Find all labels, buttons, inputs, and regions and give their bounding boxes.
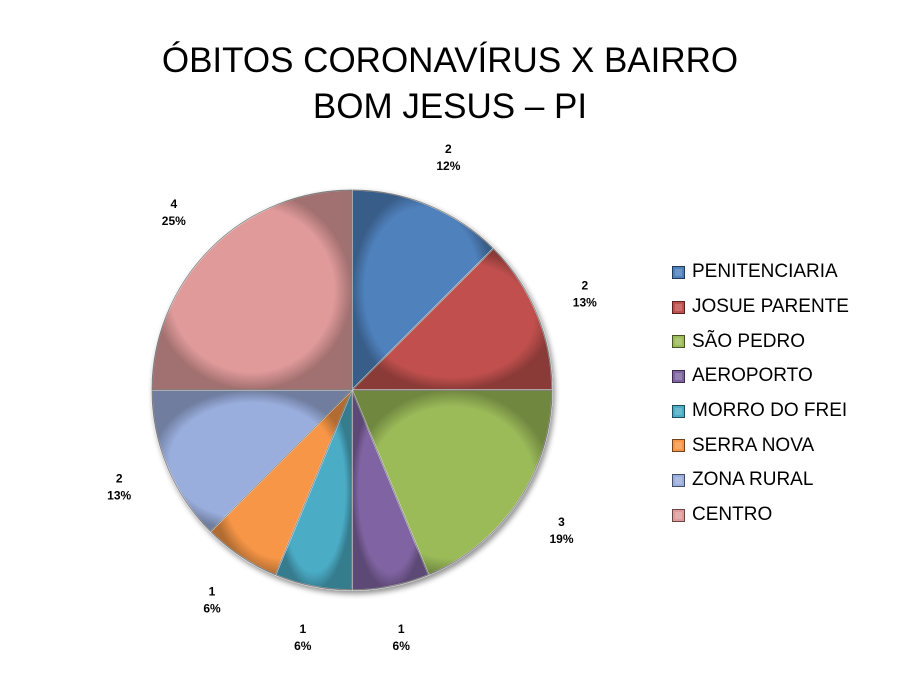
data-label-percent: 25% xyxy=(162,214,186,228)
data-label-value: 4 xyxy=(170,197,177,211)
legend-label: CENTRO xyxy=(692,504,773,526)
data-label-percent: 13% xyxy=(107,488,131,502)
data-label-josue-parente: 2 13% xyxy=(573,279,597,310)
legend-swatch xyxy=(672,404,685,418)
legend-swatch xyxy=(672,265,685,279)
legend-swatch xyxy=(672,369,685,383)
data-label-value: 1 xyxy=(209,585,216,599)
chart-title-line-2: BOM JESUS – PI xyxy=(312,87,588,126)
legend-item-penitenciaria: PENITENCIARIA xyxy=(672,255,849,290)
data-label-value: 2 xyxy=(116,471,123,485)
data-label-value: 2 xyxy=(445,142,452,156)
data-label-serra-nova: 1 6% xyxy=(203,585,221,616)
chart-title: ÓBITOS CORONAVÍRUS X BAIRRO BOM JESUS – … xyxy=(0,38,900,130)
data-label-value: 1 xyxy=(299,622,306,636)
legend-swatch xyxy=(672,508,685,522)
legend-swatch xyxy=(672,335,685,349)
legend-label: JOSUE PARENTE xyxy=(692,296,849,318)
legend-item-centro: CENTRO xyxy=(672,498,849,533)
data-label-aeroporto: 1 6% xyxy=(393,622,411,653)
legend-swatch xyxy=(672,439,685,453)
legend-label: MORRO DO FREI xyxy=(692,400,848,422)
pie-slice-bevel-zona-rural xyxy=(151,389,354,533)
legend-item-morro-do-frei: MORRO DO FREI xyxy=(672,394,849,429)
legend-item-josue-parente: JOSUE PARENTE xyxy=(672,290,849,325)
legend-label: SÃO PEDRO xyxy=(692,330,805,352)
data-label-percent: 6% xyxy=(294,639,312,653)
pie-slice-bevel-josue-parente xyxy=(350,247,553,391)
data-label-percent: 19% xyxy=(549,532,573,546)
data-label-percent: 6% xyxy=(203,602,221,616)
data-label-morro-do-frei: 1 6% xyxy=(294,622,312,653)
legend-label: PENITENCIARIA xyxy=(692,261,838,283)
data-label-value: 3 xyxy=(558,515,565,529)
data-label-percent: 13% xyxy=(573,296,597,310)
legend-swatch xyxy=(672,473,685,487)
pie-slice-bevel-sao-pedro xyxy=(351,389,553,576)
pie-slice-bevel-centro xyxy=(151,189,353,391)
data-label-percent: 6% xyxy=(393,639,411,653)
data-label-value: 1 xyxy=(398,622,405,636)
data-label-percent: 12% xyxy=(436,159,460,173)
legend: PENITENCIARIA JOSUE PARENTE SÃO PEDRO AEROP… xyxy=(672,255,849,533)
data-label-zona-rural: 2 13% xyxy=(107,471,131,502)
legend-item-zona-rural: ZONA RURAL xyxy=(672,463,849,498)
legend-label: AEROPORTO xyxy=(692,365,813,387)
legend-item-aeroporto: AEROPORTO xyxy=(672,359,849,394)
legend-swatch xyxy=(672,300,685,314)
data-label-centro: 4 25% xyxy=(162,197,186,228)
data-label-penitenciaria: 2 12% xyxy=(436,142,460,173)
legend-label: SERRA NOVA xyxy=(692,434,815,456)
legend-item-serra-nova: SERRA NOVA xyxy=(672,428,849,463)
chart-title-line-1: ÓBITOS CORONAVÍRUS X BAIRRO xyxy=(161,41,739,80)
legend-label: ZONA RURAL xyxy=(692,469,814,491)
pie-slice-bevel-penitenciaria xyxy=(351,189,495,392)
data-label-value: 2 xyxy=(581,279,588,293)
data-label-sao-pedro: 3 19% xyxy=(549,515,573,546)
legend-item-sao-pedro: SÃO PEDRO xyxy=(672,324,849,359)
